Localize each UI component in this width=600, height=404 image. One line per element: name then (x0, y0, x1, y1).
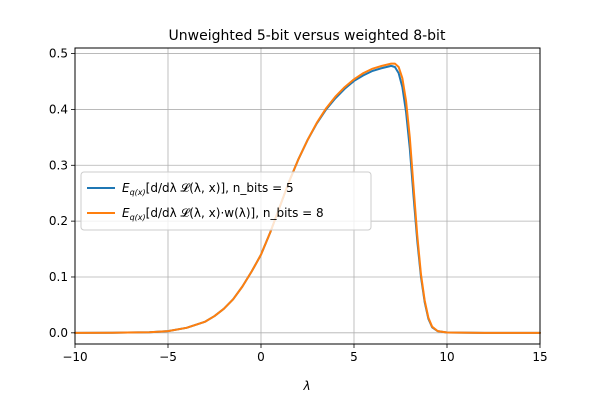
x-tick-label: 0 (257, 350, 265, 364)
y-tick-label: 0.4 (49, 102, 68, 116)
series-layer (74, 62, 541, 334)
legend-label-n-bits-5: Eq(x)[d/dλ 𝓛(λ, x)], n_bits = 5 (122, 181, 294, 197)
y-tick-label: 0.3 (49, 158, 68, 172)
legend-label-n-bits-5-sub: q(x) (130, 188, 146, 197)
x-tick-label: −10 (62, 350, 87, 364)
y-tick-label: 0.0 (49, 326, 68, 340)
x-tick-label: 5 (350, 350, 358, 364)
x-axis-label: λ (302, 379, 310, 393)
y-tick-label: 0.5 (49, 47, 68, 61)
legend-label-n-bits-8: Eq(x)[d/dλ 𝓛(λ, x)·w(λ)], n_bits = 8 (122, 206, 324, 222)
legend-label-n-bits-8-sub: q(x) (130, 213, 146, 222)
series-line-n-bits-8 (74, 62, 541, 334)
y-tick-label: 0.2 (49, 214, 68, 228)
chart-title: Unweighted 5-bit versus weighted 8-bit (169, 28, 446, 44)
legend-label-n-bits-5-rest: [d/dλ 𝓛(λ, x)], n_bits = 5 (146, 181, 294, 195)
x-tick-label: 10 (439, 350, 454, 364)
legend-label-n-bits-5-main: E (122, 181, 130, 195)
tick-layer: −10 −5 0 5 10 15 0.0 0.1 0.2 0.3 0.4 0.5 (49, 47, 548, 364)
legend-box (80, 171, 372, 231)
y-tick-label: 0.1 (49, 270, 68, 284)
plot-frame (74, 47, 541, 345)
x-tick-label: −5 (159, 350, 177, 364)
legend-label-n-bits-8-rest: [d/dλ 𝓛(λ, x)·w(λ)], n_bits = 8 (146, 206, 324, 220)
legend-label-n-bits-8-main: E (122, 206, 130, 220)
x-tick-label: 15 (532, 350, 547, 364)
legend: Eq(x)[d/dλ 𝓛(λ, x)], n_bits = 5 Eq(x)[d/… (80, 171, 372, 231)
